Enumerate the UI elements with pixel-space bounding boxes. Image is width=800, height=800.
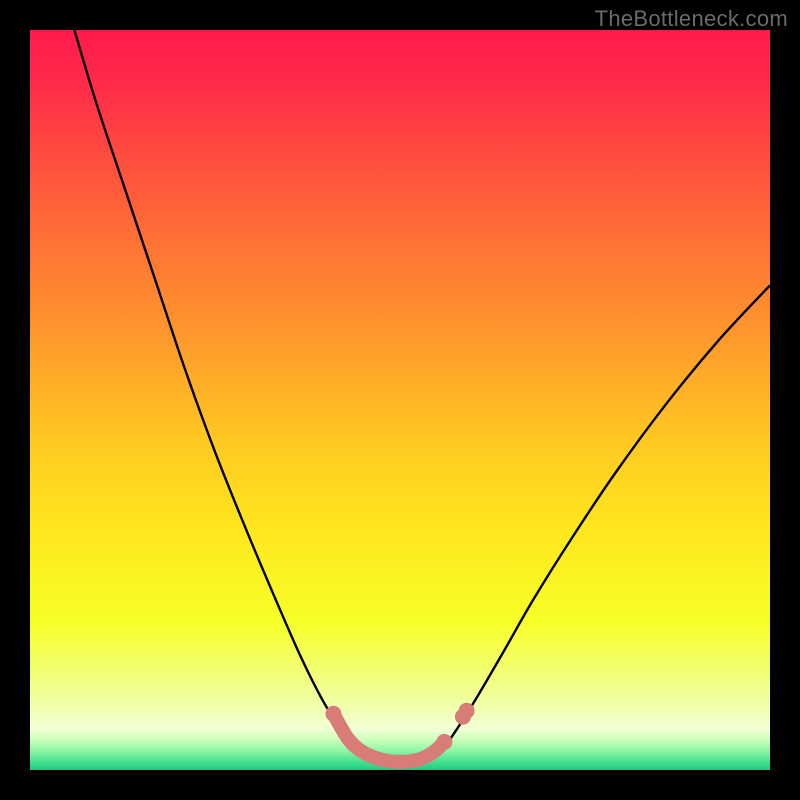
trough-dot bbox=[325, 706, 341, 722]
chart-container: TheBottleneck.com bbox=[0, 0, 800, 800]
gradient-background bbox=[30, 30, 770, 770]
watermark-text: TheBottleneck.com bbox=[595, 6, 788, 32]
trough-dot bbox=[459, 703, 475, 719]
bottleneck-curve-chart bbox=[0, 0, 800, 800]
trough-dot bbox=[436, 734, 452, 750]
